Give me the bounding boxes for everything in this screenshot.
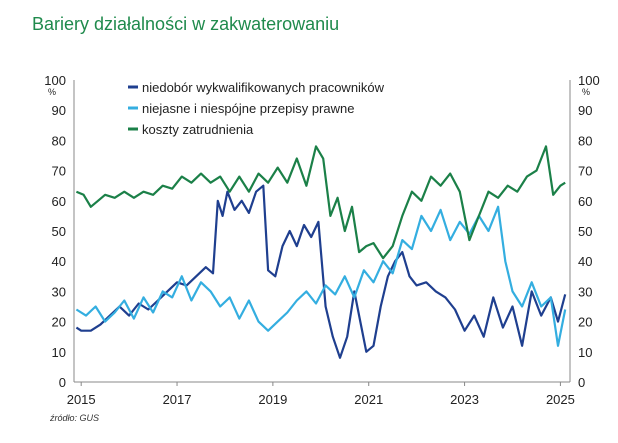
y-tick-label-right: 30 [578, 284, 592, 299]
x-tick-label: 2021 [354, 392, 383, 407]
x-tick-label: 2023 [450, 392, 479, 407]
y-tick-label-left: 70 [52, 164, 66, 179]
legend-label-3: koszty zatrudnienia [142, 122, 254, 137]
series-line-2 [75, 205, 567, 347]
series-lines [75, 145, 567, 359]
y-tick-label-right: 90 [578, 103, 592, 118]
y-tick-label-left: 90 [52, 103, 66, 118]
series-line-3 [75, 145, 566, 260]
x-tick-label: 2019 [258, 392, 287, 407]
y-tick-label-right: 0 [578, 375, 585, 390]
y-tick-label-right: 40 [578, 254, 592, 269]
series-line-1 [75, 184, 567, 359]
x-tick-label: 2017 [163, 392, 192, 407]
legend: niedobór wykwalifikowanych pracowników ni… [128, 80, 385, 137]
y-tick-label-right: 70 [578, 164, 592, 179]
y-tick-label-right: 100 [578, 73, 600, 88]
source-note: źródło: GUS [50, 413, 100, 423]
legend-label-2: niejasne i niespójne przepisy prawne [142, 101, 354, 116]
legend-label-1: niedobór wykwalifikowanych pracowników [142, 80, 385, 95]
y-tick-label-left: 80 [52, 133, 66, 148]
y-tick-label-right: 20 [578, 315, 592, 330]
y-tick-label-right: 10 [578, 345, 592, 360]
axes: 0 0 10 10 20 20 30 30 40 40 50 50 60 60 70 70 80 80 90 90 10… [44, 73, 599, 407]
y-unit-left: % [48, 87, 56, 97]
y-tick-label-right: 80 [578, 133, 592, 148]
x-tick-label: 2025 [546, 392, 575, 407]
y-tick-label-left: 50 [52, 224, 66, 239]
y-tick-label-left: 0 [59, 375, 66, 390]
x-tick-label: 2015 [67, 392, 96, 407]
chart-title: Bariery działalności w zakwaterowaniu [32, 14, 340, 34]
y-tick-label-left: 30 [52, 284, 66, 299]
y-tick-label-right: 60 [578, 194, 592, 209]
y-tick-label-right: 50 [578, 224, 592, 239]
y-tick-label-left: 40 [52, 254, 66, 269]
y-tick-label-left: 10 [52, 345, 66, 360]
y-tick-label-left: 100 [44, 73, 66, 88]
y-tick-label-left: 60 [52, 194, 66, 209]
y-tick-label-left: 20 [52, 315, 66, 330]
y-unit-right: % [582, 87, 590, 97]
